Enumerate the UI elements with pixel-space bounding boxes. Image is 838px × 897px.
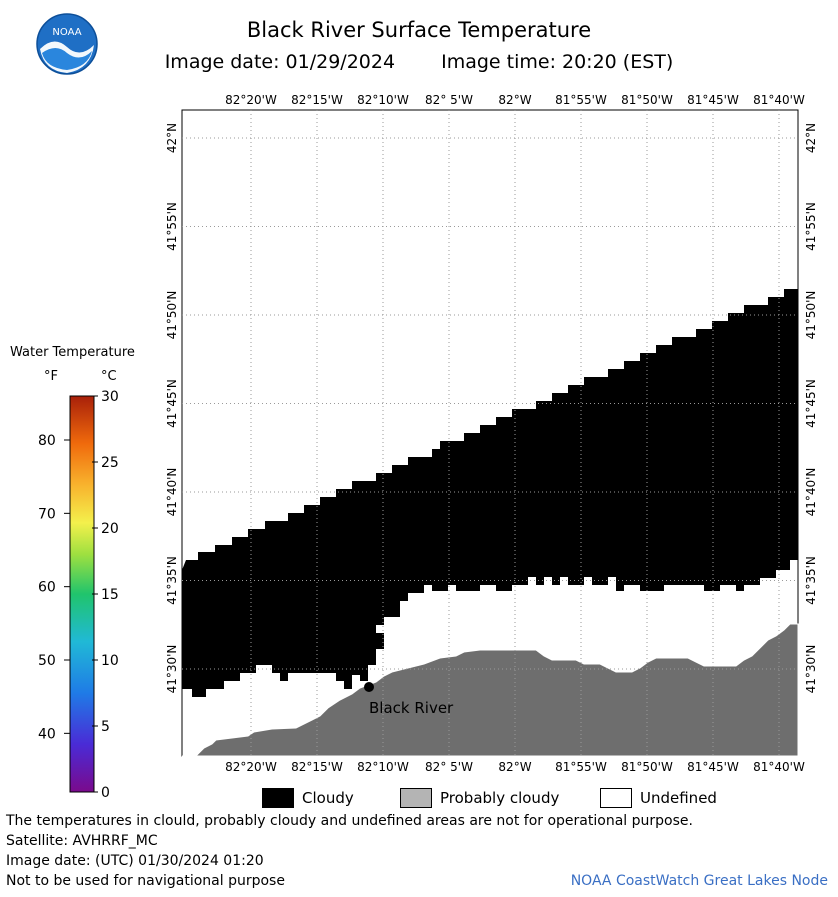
f-tick-label: 40 xyxy=(38,726,56,742)
lat-label-left: 41°55'N xyxy=(165,202,179,251)
c-tick-label: 15 xyxy=(101,587,119,603)
page-title: Black River Surface Temperature xyxy=(246,18,592,42)
f-tick-label: 60 xyxy=(38,580,56,596)
lon-label-top: 81°50'W xyxy=(621,93,673,107)
credit-text: NOAA CoastWatch Great Lakes Node xyxy=(570,873,828,889)
lon-label-top: 82° 5'W xyxy=(425,93,473,107)
lon-label-top: 82°10'W xyxy=(357,93,409,107)
lon-label-top: 82°20'W xyxy=(225,93,277,107)
f-tick-label: 70 xyxy=(38,506,56,522)
lat-label-right: 41°50'N xyxy=(804,291,818,340)
lon-label-bottom: 81°45'W xyxy=(687,760,739,774)
lon-label-bottom: 82°15'W xyxy=(291,760,343,774)
lon-label-bottom: 81°50'W xyxy=(621,760,673,774)
satellite-text: Satellite: AVHRRF_MC xyxy=(6,833,158,849)
key-cloudy: Cloudy xyxy=(262,787,354,808)
lat-label-right: 42°N xyxy=(804,123,818,153)
key-probably-cloudy: Probably cloudy xyxy=(400,787,559,808)
lat-label-left: 42°N xyxy=(165,123,179,153)
graticule: 82°20'W 82°20'W 82°15'W 82°15'W 82°10'W 82°10… xyxy=(165,93,818,774)
lat-label-right: 41°30'N xyxy=(804,645,818,694)
lon-label-bottom: 82°W xyxy=(498,760,531,774)
colorbar-gradient xyxy=(69,395,95,793)
disclaimer-text: The temperatures in clould, probably clo… xyxy=(6,813,693,829)
logo-text: NOAA xyxy=(52,27,81,38)
lon-label-top: 81°45'W xyxy=(687,93,739,107)
c-tick-label: 5 xyxy=(101,719,110,735)
c-tick-label: 0 xyxy=(101,785,110,801)
noaa-logo: NOAA xyxy=(36,13,98,75)
key-undefined: Undefined xyxy=(600,787,717,808)
f-tick-label: 50 xyxy=(38,653,56,669)
black-river-marker xyxy=(364,682,374,692)
c-tick-label: 20 xyxy=(101,521,119,537)
lon-label-bottom: 81°55'W xyxy=(555,760,607,774)
lon-label-bottom: 81°40'W xyxy=(753,760,805,774)
key-probably-cloudy-swatch xyxy=(400,787,432,808)
lon-label-bottom: 82°10'W xyxy=(357,760,409,774)
lat-label-left: 41°40'N xyxy=(165,468,179,517)
image-datetime: Image date: 01/29/2024 Image time: 20:20… xyxy=(0,51,838,73)
image-time: Image time: 20:20 (EST) xyxy=(441,51,674,73)
lon-label-top: 81°40'W xyxy=(753,93,805,107)
lat-label-right: 41°35'N xyxy=(804,556,818,605)
legend-title: Water Temperature xyxy=(10,345,135,360)
lon-label-top: 82°15'W xyxy=(291,93,343,107)
key-undefined-label: Undefined xyxy=(640,788,717,807)
lat-label-right: 41°40'N xyxy=(804,468,818,517)
f-tick-label: 80 xyxy=(38,433,56,449)
navigation-warning: Not to be used for navigational purpose xyxy=(6,873,285,889)
c-tick-label: 10 xyxy=(101,653,119,669)
lat-label-left: 41°35'N xyxy=(165,556,179,605)
lon-label-top: 81°55'W xyxy=(555,93,607,107)
lat-label-left: 41°30'N xyxy=(165,645,179,694)
image-date: Image date: 01/29/2024 xyxy=(164,51,396,73)
lon-label-bottom: 82°20'W xyxy=(225,760,277,774)
lat-label-left: 41°45'N xyxy=(165,379,179,428)
legend-unit-c: °C xyxy=(101,369,117,384)
lat-label-right: 41°45'N xyxy=(804,379,818,428)
location-label: Black River xyxy=(369,699,454,717)
lat-label-left: 41°50'N xyxy=(165,291,179,340)
key-probably-cloudy-label: Probably cloudy xyxy=(440,788,560,807)
lat-label-right: 41°55'N xyxy=(804,202,818,251)
c-tick-label: 30 xyxy=(101,390,119,405)
key-cloudy-label: Cloudy xyxy=(302,788,354,807)
lon-label-top: 82°W xyxy=(498,93,531,107)
legend-unit-f: °F xyxy=(44,369,58,384)
key-undefined-swatch xyxy=(600,787,632,808)
cloud-region xyxy=(182,289,798,697)
land-region xyxy=(182,623,799,757)
lon-label-bottom: 82° 5'W xyxy=(425,760,473,774)
utc-date-text: Image date: (UTC) 01/30/2024 01:20 xyxy=(6,853,264,869)
key-cloudy-swatch xyxy=(262,787,294,808)
c-tick-label: 25 xyxy=(101,455,119,471)
